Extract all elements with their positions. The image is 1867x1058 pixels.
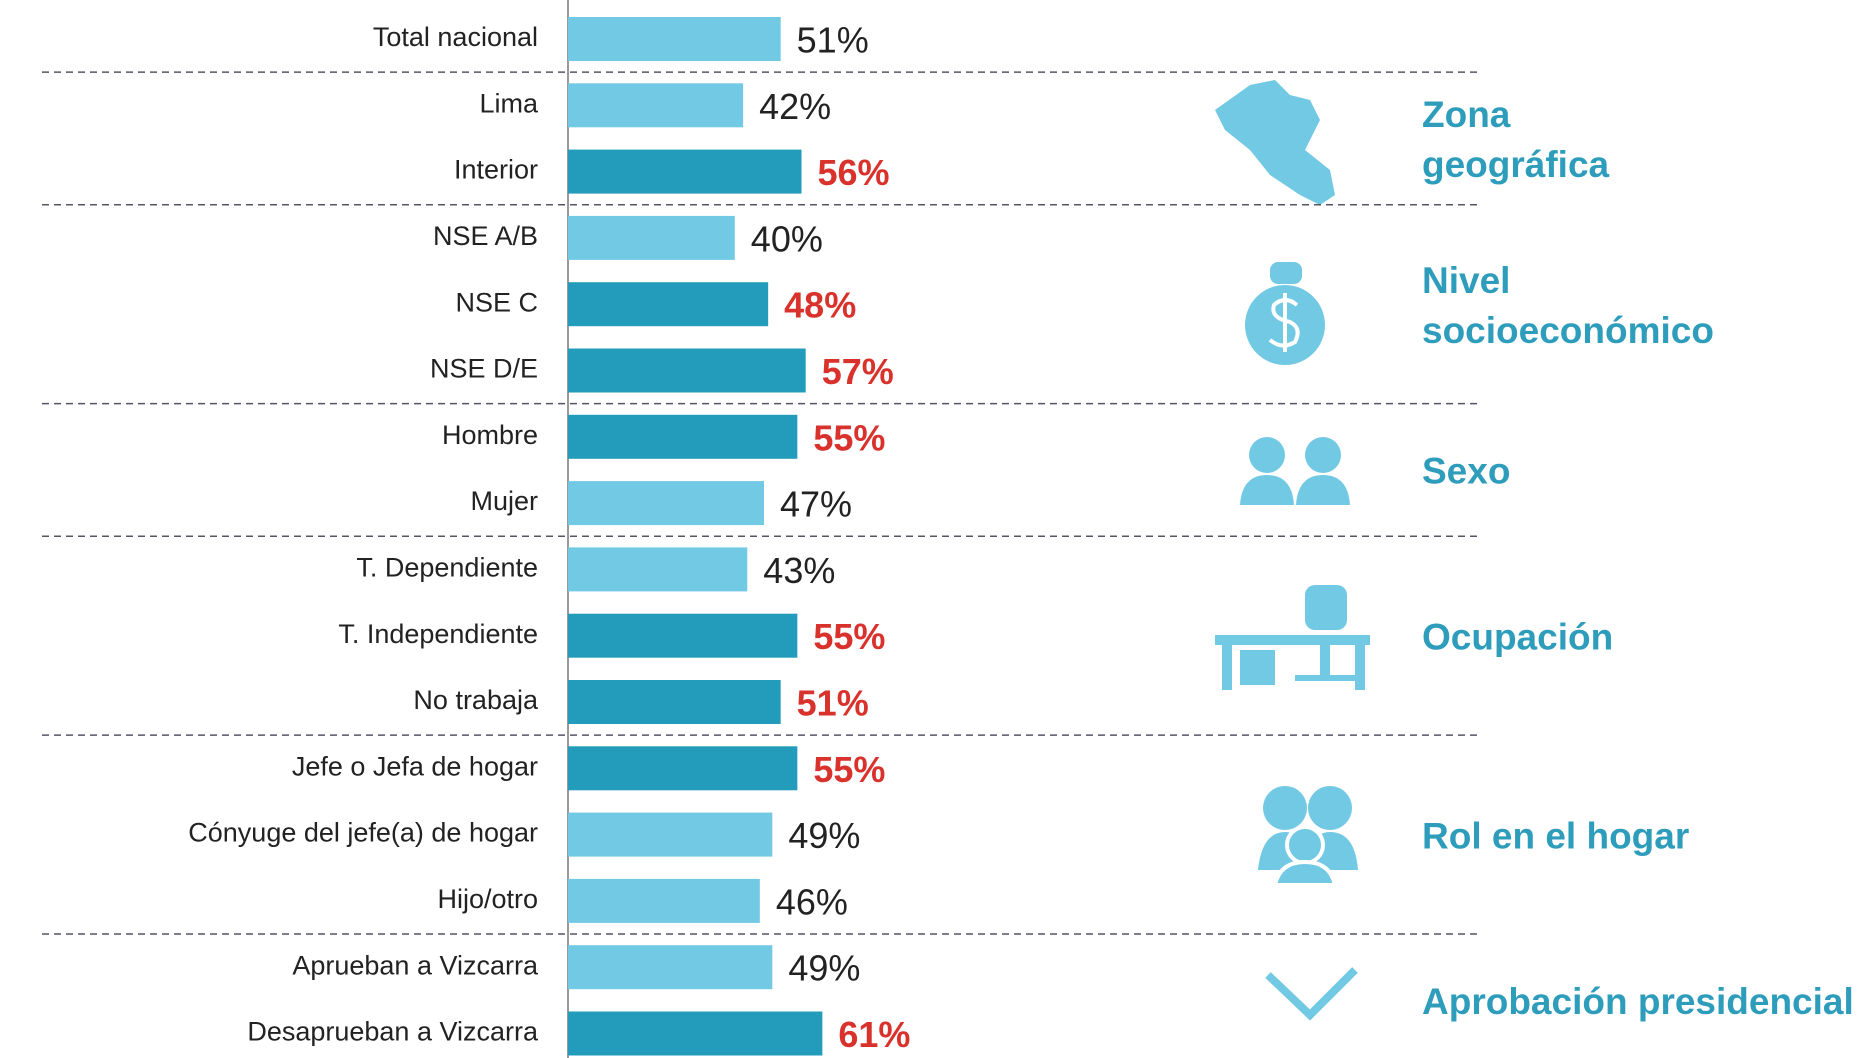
value-label: 51%: [797, 683, 869, 724]
group-label: Nivel: [1422, 260, 1510, 301]
group-label: socioeconómico: [1422, 310, 1714, 351]
bar: [568, 348, 806, 393]
group-label: Ocupación: [1422, 616, 1613, 657]
value-label: 56%: [818, 152, 890, 193]
family-icon: [1258, 786, 1358, 887]
category-label: Jefe o Jefa de hogar: [292, 751, 538, 781]
category-label: Aprueban a Vizcarra: [292, 950, 539, 980]
bar: [568, 613, 798, 658]
bar: [568, 414, 798, 459]
value-label: 40%: [751, 218, 823, 259]
value-label: 47%: [780, 484, 852, 525]
value-label: 42%: [759, 86, 831, 127]
bar: [568, 149, 802, 194]
bar: [568, 812, 773, 857]
bar: [568, 547, 748, 592]
category-label: NSE D/E: [430, 354, 538, 384]
people-icon: [1240, 437, 1350, 505]
group-label: Zona: [1422, 94, 1511, 135]
bar: [568, 878, 760, 923]
value-label: 43%: [763, 550, 835, 591]
bar: [568, 945, 773, 990]
category-label: T. Dependiente: [356, 553, 538, 583]
bar: [568, 481, 764, 526]
bar: [568, 83, 744, 128]
bar: [568, 680, 781, 724]
value-label: 55%: [813, 749, 885, 790]
category-label: Mujer: [470, 486, 538, 516]
check-icon: [1265, 967, 1358, 1021]
category-label: NSE A/B: [433, 221, 538, 251]
money-icon: [1245, 262, 1325, 365]
map-icon: [1215, 80, 1335, 205]
value-label: 49%: [788, 948, 860, 989]
category-label: Lima: [479, 88, 539, 118]
category-label: T. Independiente: [338, 619, 538, 649]
bar: [568, 282, 769, 327]
bar: [568, 746, 798, 791]
bar: [568, 215, 735, 260]
desk-icon: [1215, 585, 1370, 690]
group-label: geográfica: [1422, 144, 1610, 185]
group-label: Aprobación presidencial: [1422, 981, 1854, 1022]
category-label: NSE C: [455, 287, 538, 317]
category-label: Hombre: [442, 420, 538, 450]
value-label: 48%: [784, 285, 856, 326]
bar: [568, 1011, 823, 1056]
value-label: 49%: [788, 815, 860, 856]
group-label: Sexo: [1422, 451, 1510, 492]
value-label: 55%: [813, 616, 885, 657]
bar: [568, 17, 781, 61]
value-label: 61%: [838, 1014, 910, 1055]
category-label: Cónyuge del jefe(a) de hogar: [188, 818, 538, 848]
category-label: Desaprueban a Vizcarra: [247, 1017, 539, 1047]
value-label: 55%: [813, 417, 885, 458]
icons: [1215, 80, 1370, 1021]
category-label: Interior: [454, 155, 538, 185]
category-label: Total nacional: [373, 22, 538, 52]
category-label: No trabaja: [413, 685, 539, 715]
value-label: 51%: [797, 20, 869, 61]
category-label: Hijo/otro: [437, 884, 538, 914]
value-label: 46%: [776, 881, 848, 922]
value-label: 57%: [822, 351, 894, 392]
group-label: Rol en el hogar: [1422, 815, 1689, 856]
